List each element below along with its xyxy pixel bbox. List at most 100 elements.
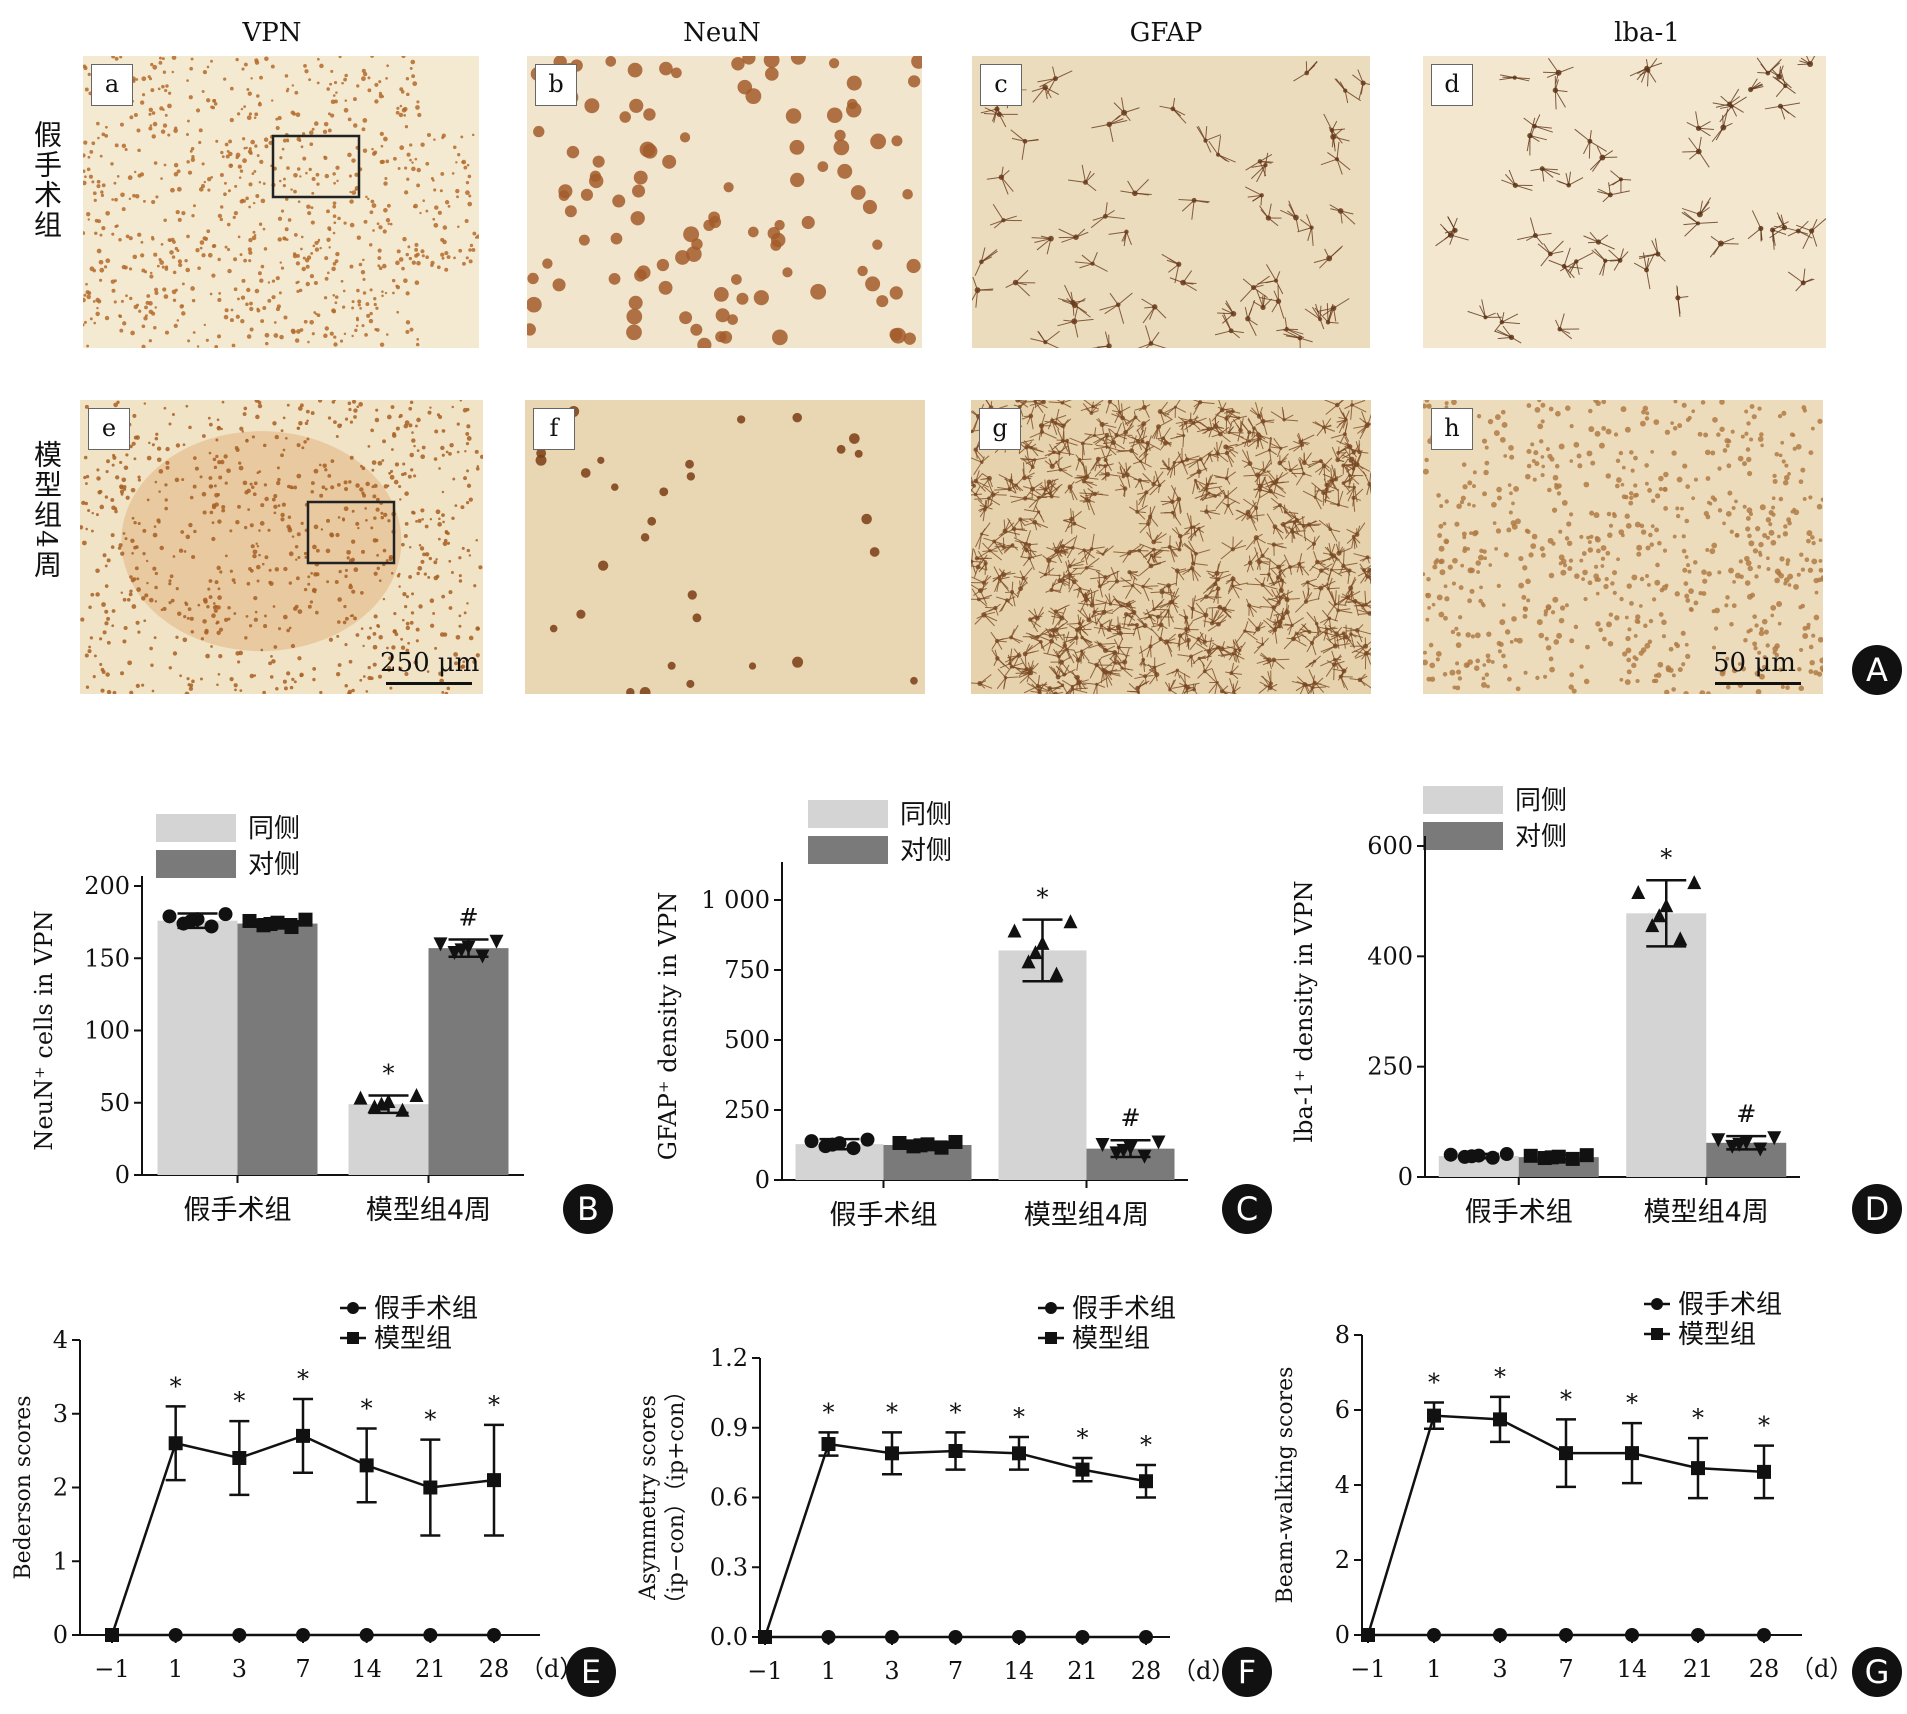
legend-marker xyxy=(1045,1332,1057,1344)
y-tick-label: 4 xyxy=(53,1326,68,1354)
y-tick-label: 1 xyxy=(53,1547,68,1575)
y-tick-label: 50 xyxy=(99,1089,130,1117)
badge-F: F xyxy=(1222,1647,1272,1697)
micrograph-d: d xyxy=(1423,56,1826,348)
x-unit-label: （d） xyxy=(520,1655,583,1683)
data-point xyxy=(1631,885,1646,900)
x-tick-label: 模型组4周 xyxy=(1024,1200,1149,1231)
significance-mark: * xyxy=(1758,1412,1770,1440)
data-point xyxy=(1007,923,1022,938)
row-title-sham: 假手术组 xyxy=(30,120,63,240)
x-tick-label: 7 xyxy=(295,1655,310,1683)
data-point xyxy=(1493,1412,1507,1427)
x-tick-label: 14 xyxy=(1004,1657,1035,1685)
x-tick-label: 3 xyxy=(232,1655,247,1683)
y-axis-label-2: （ip−con）（ip+con） xyxy=(664,1380,689,1616)
micrograph-f: f xyxy=(525,400,925,694)
legend-marker xyxy=(347,1332,359,1344)
data-point xyxy=(423,1628,438,1642)
x-tick-label: 21 xyxy=(1067,1657,1098,1685)
significance-mark: # xyxy=(1736,1100,1756,1128)
legend-label: 对侧 xyxy=(900,836,952,866)
data-point xyxy=(162,909,177,924)
y-tick-label: 150 xyxy=(84,944,130,972)
panel-letter-b: b xyxy=(535,64,577,106)
legend-swatch xyxy=(1423,786,1503,814)
x-tick-label: 28 xyxy=(479,1655,510,1683)
y-tick-label: 2 xyxy=(53,1474,68,1502)
bar xyxy=(237,923,318,1175)
data-point xyxy=(1075,1462,1090,1477)
data-point xyxy=(296,1628,310,1642)
panel-letter-h: h xyxy=(1431,408,1473,450)
micrograph-image-f xyxy=(525,400,925,694)
micrograph-image-h xyxy=(1423,400,1823,694)
data-point xyxy=(353,1090,368,1105)
data-point xyxy=(168,1436,183,1451)
data-point xyxy=(1137,1149,1152,1164)
badge-G: G xyxy=(1852,1647,1902,1697)
x-tick-label: −1 xyxy=(94,1655,129,1683)
significance-mark: * xyxy=(1494,1363,1506,1391)
data-point xyxy=(913,1138,928,1153)
data-point xyxy=(1021,954,1036,969)
column-title-vpn: VPN xyxy=(242,18,302,48)
legend-label: 模型组 xyxy=(1072,1324,1150,1354)
line-chart-F: 0.0 0.3 0.6 0.9 1.2 −1 1 3 7 14 21 28 （d） Asymmetry s… xyxy=(636,1294,1235,1685)
significance-mark: * xyxy=(823,1398,835,1426)
significance-mark: * xyxy=(297,1365,309,1393)
scale-bar-label-right: 50 μm xyxy=(1713,648,1796,678)
data-point xyxy=(454,943,469,958)
data-point xyxy=(395,1102,410,1117)
data-point xyxy=(825,1137,840,1152)
data-point xyxy=(183,914,198,929)
x-tick-label: 1 xyxy=(168,1655,183,1683)
data-point xyxy=(296,1428,310,1443)
legend-marker xyxy=(1045,1302,1057,1314)
data-point xyxy=(218,907,233,922)
x-unit-label: （d） xyxy=(1172,1657,1235,1685)
significance-mark: * xyxy=(1428,1369,1440,1397)
data-point xyxy=(423,1480,438,1495)
bar xyxy=(348,1104,429,1175)
data-point xyxy=(1499,1147,1514,1162)
y-axis-label: GFAP⁺ density in VPN xyxy=(654,892,682,1161)
panel-letter-d: d xyxy=(1431,64,1473,106)
data-point xyxy=(475,949,490,964)
data-point xyxy=(1559,1446,1573,1461)
data-point xyxy=(489,934,504,949)
data-point xyxy=(263,917,278,932)
micrograph-image-b xyxy=(527,56,922,348)
data-point xyxy=(1753,1142,1768,1157)
data-point xyxy=(487,1628,501,1642)
y-tick-label: 500 xyxy=(724,1026,770,1054)
data-point xyxy=(1049,966,1064,981)
data-point xyxy=(1625,1446,1639,1461)
y-tick-label: 3 xyxy=(53,1400,68,1428)
significance-mark: * xyxy=(1692,1404,1704,1432)
data-point xyxy=(1767,1131,1782,1146)
x-tick-label: 14 xyxy=(351,1655,382,1683)
y-axis-label: Bederson scores xyxy=(11,1395,36,1579)
legend-swatch xyxy=(156,850,236,878)
significance-mark: * xyxy=(1013,1403,1025,1431)
bar xyxy=(1626,913,1707,1177)
data-point xyxy=(232,1628,247,1642)
data-point xyxy=(1523,1148,1538,1163)
legend-label: 对侧 xyxy=(1515,822,1567,852)
y-tick-label: 1.2 xyxy=(710,1344,748,1372)
micrograph-image-c xyxy=(972,56,1370,348)
micrograph-e: e xyxy=(80,400,483,694)
x-tick-label: 14 xyxy=(1617,1655,1648,1683)
data-point xyxy=(232,1451,247,1465)
significance-mark: * xyxy=(1560,1385,1572,1413)
y-axis-label: NeuN⁺ cells in VPN xyxy=(30,910,58,1150)
y-tick-label: 2 xyxy=(1335,1546,1350,1574)
x-tick-label: 28 xyxy=(1131,1657,1162,1685)
data-point xyxy=(1427,1408,1441,1423)
legend-marker xyxy=(347,1302,359,1314)
data-point xyxy=(948,1444,963,1458)
y-tick-label: 100 xyxy=(84,1017,130,1045)
y-tick-label: 1 000 xyxy=(701,886,770,914)
